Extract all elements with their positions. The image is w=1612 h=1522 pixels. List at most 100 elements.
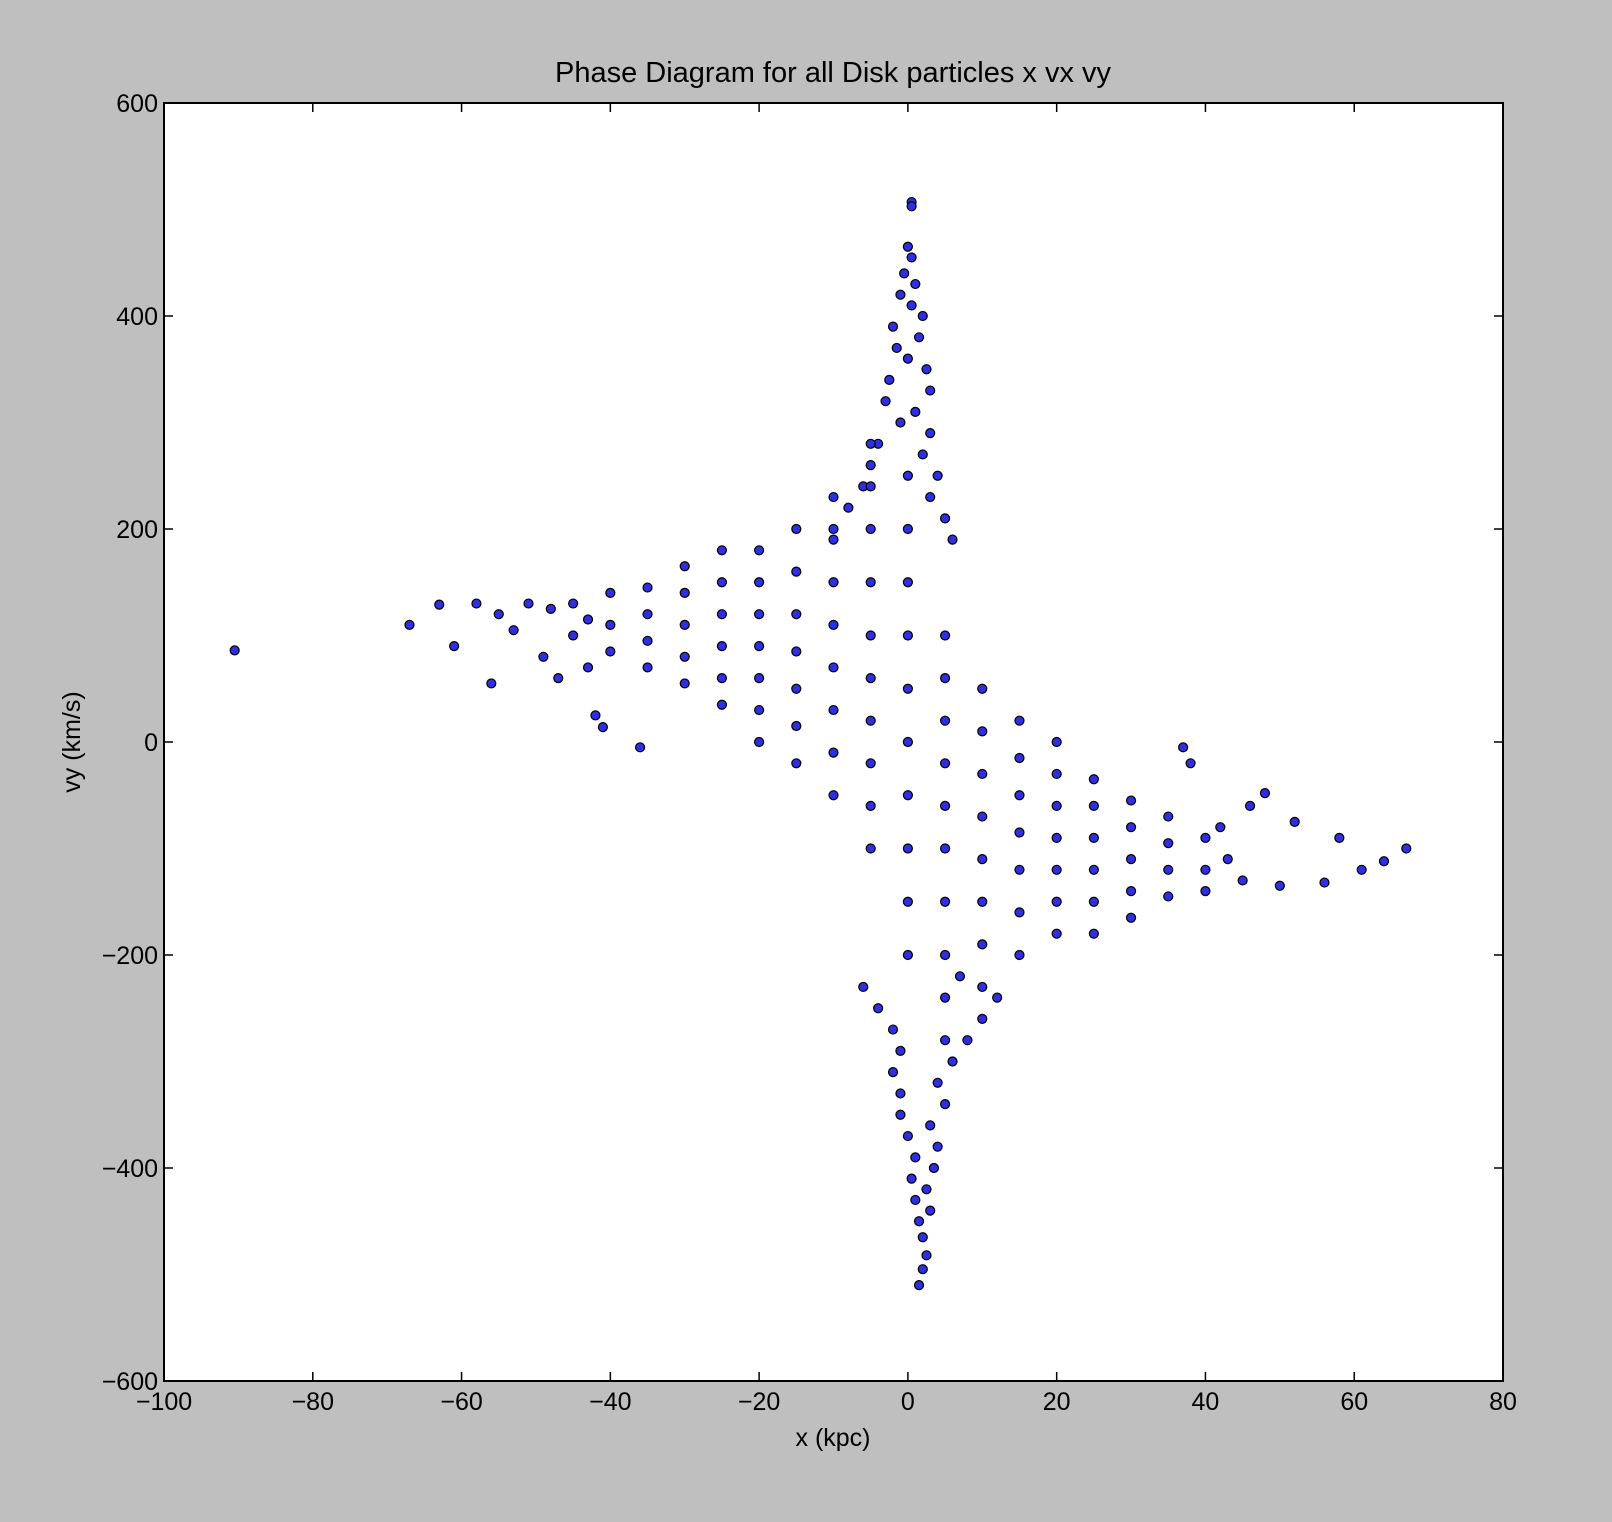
x-tick-label: 40 (1192, 1388, 1220, 1416)
point (977, 811, 988, 822)
point (229, 645, 240, 656)
y-tick-label: 0 (144, 729, 158, 757)
point (895, 1088, 906, 1099)
point (1014, 907, 1025, 918)
point (1163, 811, 1174, 822)
point (939, 1035, 951, 1046)
point (1401, 843, 1412, 854)
point (865, 800, 876, 812)
point (947, 1056, 958, 1067)
point (939, 758, 951, 769)
point (508, 625, 519, 636)
point (939, 630, 951, 641)
point (1163, 891, 1174, 902)
point (634, 742, 646, 753)
point (1088, 896, 1099, 907)
point (716, 577, 728, 588)
point (1125, 795, 1137, 806)
point (865, 758, 876, 769)
point (791, 683, 802, 694)
point (1163, 864, 1174, 875)
point (921, 364, 932, 375)
point (884, 374, 895, 385)
point (906, 252, 917, 263)
point (902, 736, 913, 748)
point (1200, 864, 1211, 875)
point (716, 699, 728, 710)
point (828, 790, 839, 801)
point (828, 491, 839, 503)
point (754, 609, 765, 620)
point (939, 843, 951, 854)
point (1244, 800, 1256, 812)
point (910, 1194, 921, 1206)
point (1334, 832, 1345, 843)
point (902, 843, 913, 854)
point (1051, 736, 1062, 748)
point (925, 428, 936, 439)
point (932, 1077, 943, 1088)
point (434, 599, 445, 610)
point (597, 721, 608, 733)
point (1200, 885, 1211, 897)
point (1200, 832, 1211, 843)
point (873, 1003, 884, 1014)
point (1125, 885, 1137, 897)
point (642, 582, 653, 593)
point (1051, 800, 1062, 812)
point (962, 1035, 973, 1046)
point (404, 619, 415, 630)
point (906, 1173, 917, 1184)
point (865, 438, 876, 449)
point (791, 609, 802, 620)
point (1014, 752, 1025, 764)
point (865, 577, 876, 588)
point (1215, 822, 1226, 833)
point (977, 981, 988, 993)
point (754, 736, 765, 748)
point (899, 268, 910, 279)
y-axis-label: vy (km/s) (58, 691, 86, 792)
point (582, 614, 594, 625)
point (925, 1120, 936, 1131)
point (523, 598, 534, 609)
point (880, 396, 891, 407)
point (1088, 832, 1099, 843)
point (1014, 827, 1025, 838)
plot-area (164, 103, 1503, 1381)
point (895, 289, 906, 300)
point (679, 561, 690, 572)
point (791, 646, 802, 657)
point (1222, 854, 1233, 865)
point (939, 1098, 951, 1110)
point (939, 949, 951, 961)
point (568, 598, 579, 609)
y-tick-label: −200 (102, 942, 158, 970)
point (913, 1280, 925, 1291)
point (928, 1162, 940, 1174)
point (939, 992, 951, 1003)
point (939, 896, 951, 907)
point (791, 720, 802, 732)
point (977, 896, 988, 907)
point (791, 566, 802, 577)
point (1051, 832, 1062, 843)
x-tick-label: −40 (589, 1388, 631, 1416)
point (1274, 880, 1285, 891)
point (977, 939, 988, 950)
point (906, 300, 917, 311)
y-tick-label: 400 (116, 303, 158, 331)
point (925, 385, 936, 396)
y-tick-label: −400 (102, 1155, 158, 1183)
point (791, 523, 802, 535)
point (902, 577, 913, 588)
point (902, 949, 913, 961)
point (977, 768, 988, 780)
point (887, 1024, 899, 1035)
point (605, 619, 616, 630)
point (902, 353, 913, 364)
point (828, 704, 839, 716)
point (754, 545, 765, 556)
point (977, 683, 988, 694)
point (1051, 896, 1062, 907)
